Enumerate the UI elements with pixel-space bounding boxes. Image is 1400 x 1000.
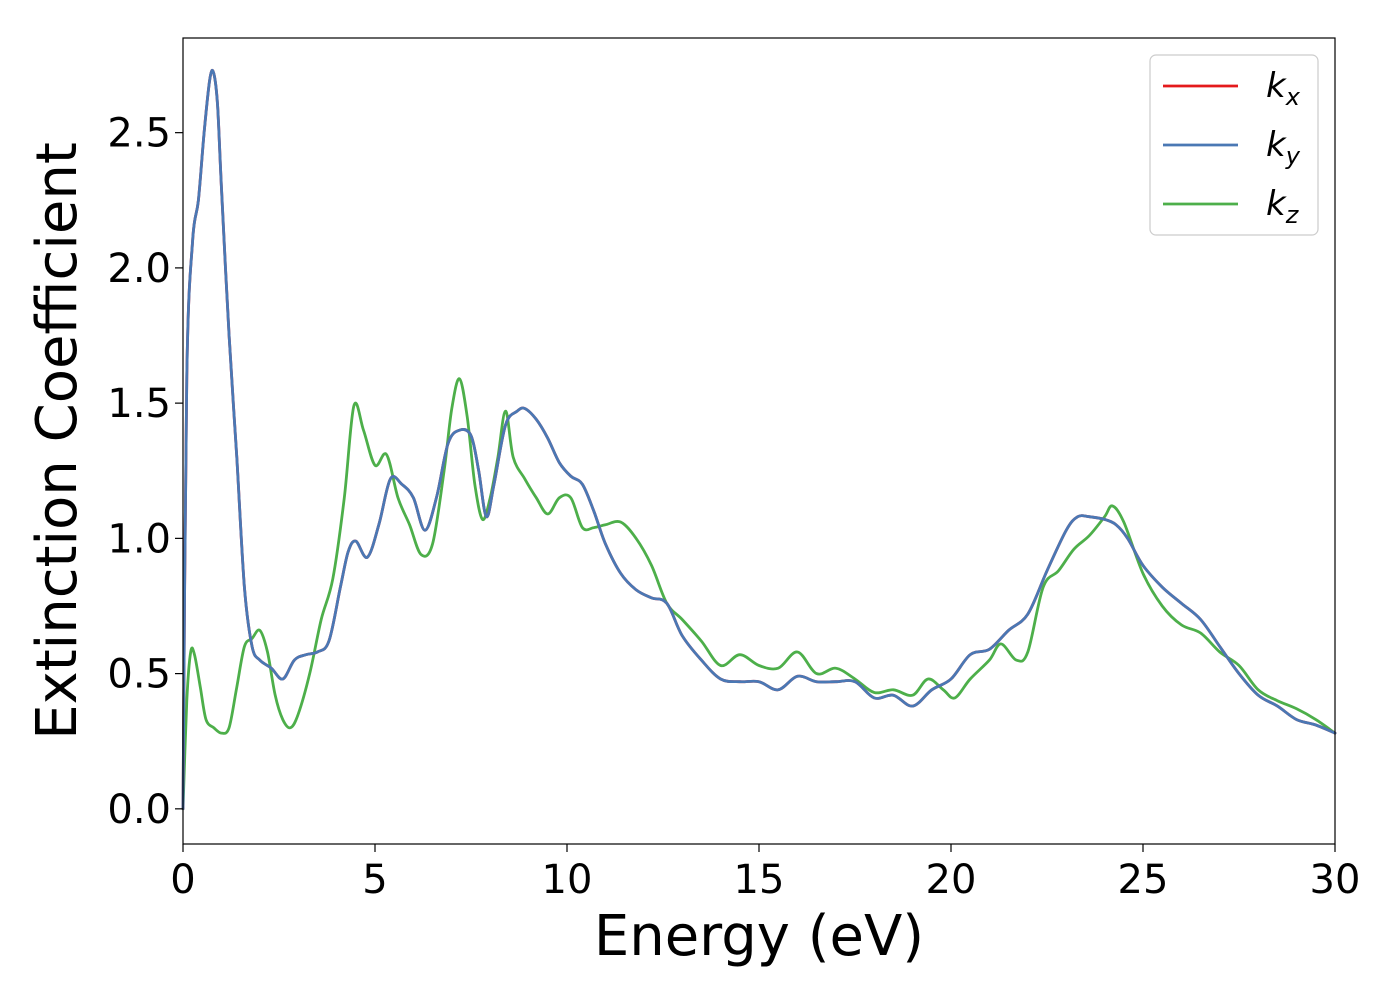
x-tick-label: 15 bbox=[734, 857, 785, 903]
x-tick-label: 20 bbox=[926, 857, 977, 903]
legend-label-kz: kz bbox=[1266, 184, 1300, 229]
y-tick-label: 0.0 bbox=[107, 787, 171, 833]
y-axis: 0.0 0.5 1.0 1.5 2.0 2.5 bbox=[107, 111, 183, 833]
y-tick-label: 1.0 bbox=[107, 516, 171, 562]
x-tick-label: 10 bbox=[542, 857, 593, 903]
y-tick-label: 2.0 bbox=[107, 246, 171, 292]
x-tick-label: 25 bbox=[1118, 857, 1169, 903]
y-axis-label: Extinction Coefficient bbox=[25, 142, 90, 740]
legend: kx ky kz bbox=[1149, 54, 1319, 236]
series-line-kz bbox=[181, 377, 1337, 811]
y-tick-label: 0.5 bbox=[107, 652, 171, 698]
x-axis: 0 5 10 15 20 25 30 bbox=[170, 844, 1360, 903]
y-tick-label: 1.5 bbox=[107, 381, 171, 427]
plot-background bbox=[183, 38, 1335, 844]
series-layer bbox=[181, 68, 1337, 811]
x-tick-label: 30 bbox=[1310, 857, 1361, 903]
x-tick-label: 5 bbox=[362, 857, 387, 903]
x-axis-label: Energy (eV) bbox=[594, 904, 924, 969]
legend-label-ky: ky bbox=[1266, 125, 1301, 170]
y-tick-label: 2.5 bbox=[107, 111, 171, 157]
legend-label-kx: kx bbox=[1266, 66, 1301, 111]
series-line-ky bbox=[181, 68, 1337, 811]
x-tick-label: 0 bbox=[170, 857, 195, 903]
